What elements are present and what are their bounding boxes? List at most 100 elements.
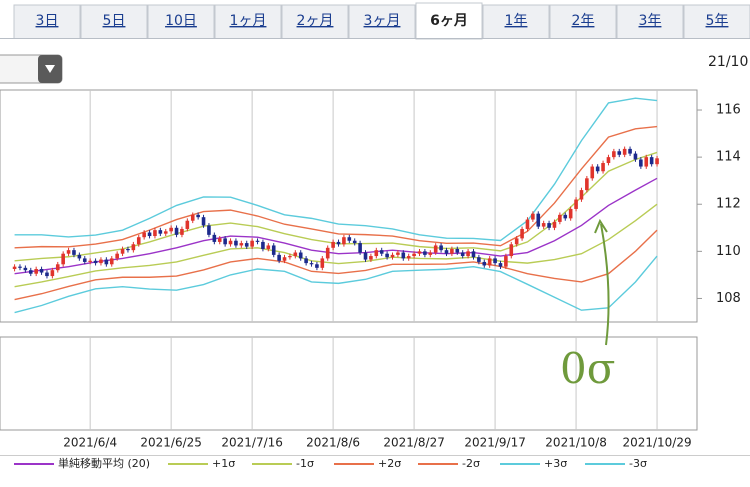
band-line <box>14 177 658 275</box>
tab[interactable] <box>415 2 483 40</box>
candle-body <box>374 250 379 257</box>
candle-body <box>579 190 584 200</box>
candle-body <box>633 153 638 160</box>
y-tick-label: 108 <box>716 291 741 306</box>
candle-body <box>212 234 217 242</box>
tab[interactable] <box>482 4 550 39</box>
candle-body <box>595 166 600 172</box>
y-tick-label: 116 <box>716 103 741 118</box>
candle-body <box>390 254 395 258</box>
candle-body <box>320 258 325 268</box>
candle-body <box>266 245 271 249</box>
annotation: 0σ <box>560 218 615 393</box>
candle-body <box>520 228 524 239</box>
legend-label: -1σ <box>296 457 314 470</box>
legend-label: +2σ <box>378 457 401 470</box>
tab-label[interactable]: 2ヶ月 <box>297 13 334 29</box>
band-line <box>14 229 658 301</box>
candle-body <box>644 157 649 167</box>
candle-body <box>126 248 130 251</box>
x-tick-label: 2021/8/6 <box>306 436 360 450</box>
candle-body <box>379 250 384 254</box>
tab-label[interactable]: 5日 <box>103 13 126 29</box>
candle-body <box>417 251 422 254</box>
annotation-text: 0σ <box>560 344 615 393</box>
candle-body <box>309 263 314 265</box>
candle-body <box>433 245 438 253</box>
tab[interactable] <box>549 4 617 39</box>
candle-body <box>131 244 136 251</box>
x-tick-label: 2021/8/27 <box>383 436 445 450</box>
tab[interactable] <box>13 4 81 39</box>
candle-body <box>298 252 303 259</box>
legend-label: -3σ <box>629 457 647 470</box>
tab-label[interactable]: 1年 <box>505 13 528 29</box>
band-line <box>14 97 658 242</box>
candle-body <box>450 248 454 254</box>
candle-body <box>147 232 152 237</box>
tab-label[interactable]: 3日 <box>36 13 59 29</box>
candle-body <box>55 264 60 271</box>
candle-body <box>590 166 595 179</box>
candle-body <box>444 250 449 254</box>
candle-body <box>612 151 616 158</box>
candle-body <box>401 252 406 259</box>
candle-body <box>315 264 319 268</box>
candle-body <box>271 245 276 255</box>
tab-label[interactable]: 10日 <box>165 13 197 29</box>
candle-body <box>50 270 55 277</box>
candle-body <box>385 253 389 258</box>
candle-body <box>493 258 497 264</box>
candle-body <box>358 243 362 253</box>
lower-panel <box>0 336 698 431</box>
candle-body <box>207 225 211 235</box>
tab[interactable] <box>616 4 684 39</box>
candle-body <box>331 241 335 248</box>
candle-body <box>255 240 260 242</box>
candle-body <box>460 252 465 257</box>
candle-body <box>104 259 109 265</box>
x-tick-label: 2021/6/25 <box>140 436 202 450</box>
y-tick-label: 112 <box>716 197 741 212</box>
candle-body <box>547 223 551 228</box>
legend-label: +3σ <box>544 457 567 470</box>
candle-body <box>617 151 622 155</box>
candle-body <box>639 159 643 167</box>
candle-body <box>606 157 611 164</box>
candle-body <box>531 213 535 220</box>
candle-body <box>45 272 49 277</box>
tab-label[interactable]: 5年 <box>706 13 729 29</box>
candle-body <box>369 256 373 260</box>
plot-area <box>0 89 698 323</box>
candle-body <box>120 248 125 254</box>
candle-body <box>487 258 492 266</box>
candle-body <box>88 260 92 262</box>
tab-label[interactable]: 3年 <box>639 13 662 29</box>
tab-bar: 3日 5日 10日 1ヶ月 2ヶ月 3ヶ月 6ヶ月 1年 2年 3年 5年 <box>13 2 750 40</box>
dropdown[interactable] <box>0 54 63 84</box>
candle-body <box>277 254 281 261</box>
candle-body <box>293 252 298 257</box>
candle-body <box>585 178 589 191</box>
annotation-arrowhead <box>594 218 608 234</box>
x-tick-label: 2021/10/8 <box>545 436 607 450</box>
candle-body <box>439 245 443 251</box>
tab-label[interactable]: 1ヶ月 <box>230 13 267 29</box>
tab[interactable] <box>683 4 750 39</box>
legend-label: 単純移動平均 (20) <box>58 456 150 470</box>
candle-body <box>163 231 168 234</box>
tab[interactable] <box>147 4 215 39</box>
candle-body <box>471 251 476 258</box>
candle-body <box>34 269 38 274</box>
candle-body <box>250 240 254 247</box>
band-line <box>14 203 658 288</box>
tab-label[interactable]: 6ヶ月 <box>430 13 468 29</box>
candle-body <box>363 252 368 260</box>
tab[interactable] <box>80 4 148 39</box>
tab-label[interactable]: 2年 <box>572 13 595 29</box>
x-tick-label: 2021/7/16 <box>221 436 283 450</box>
candle-body <box>396 252 400 255</box>
candle-body <box>196 214 200 218</box>
candle-body <box>428 252 433 255</box>
tab-label[interactable]: 3ヶ月 <box>364 13 401 29</box>
